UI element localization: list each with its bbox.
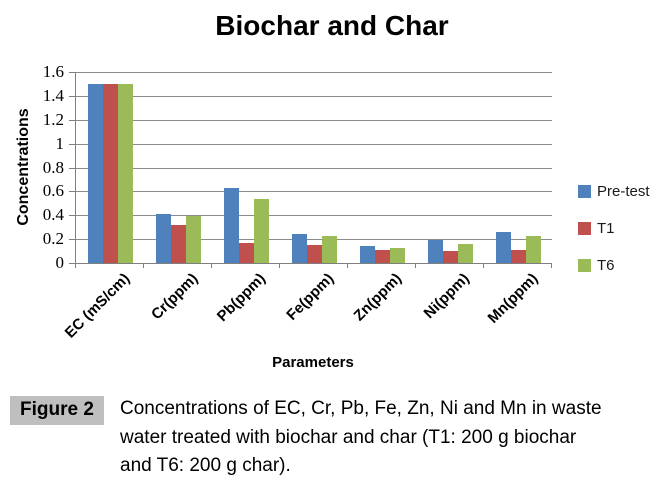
y-tick-mark xyxy=(69,167,76,169)
bar-t6-5 xyxy=(457,243,473,263)
legend-swatch-icon xyxy=(578,258,591,272)
x-tick-mark xyxy=(279,263,280,268)
y-tick-mark xyxy=(69,239,76,241)
bar-pre-test-3 xyxy=(291,234,307,263)
legend-item-pre-test: Pre-test xyxy=(578,182,650,200)
bar-pre-test-2 xyxy=(223,187,239,263)
bar-t1-2 xyxy=(238,242,254,263)
y-tick-mark xyxy=(69,215,76,217)
x-axis-title: Parameters xyxy=(272,354,354,371)
x-category-label: Ni(ppm) xyxy=(420,270,474,323)
bar-t1-5 xyxy=(442,251,458,263)
gridline xyxy=(76,95,552,97)
y-tick-mark xyxy=(69,191,76,193)
legend-label: Pre-test xyxy=(597,182,650,200)
x-tick-mark xyxy=(415,263,416,268)
bar-pre-test-4 xyxy=(359,246,375,263)
bar-t6-6 xyxy=(525,235,541,263)
gridline xyxy=(76,191,552,193)
y-tick-mark xyxy=(69,119,76,121)
x-category-label: Zn(ppm) xyxy=(350,270,406,325)
bar-t1-0 xyxy=(102,83,118,263)
bar-t1-1 xyxy=(170,224,186,263)
x-category-label: Cr(ppm) xyxy=(147,270,202,324)
legend-item-t1: T1 xyxy=(578,219,650,237)
x-category-label: EC (mS/cm) xyxy=(61,270,134,342)
figure-caption-line: water treated with biochar and char (T1:… xyxy=(120,426,577,448)
y-tick-label: 0.6 xyxy=(42,181,64,201)
bar-pre-test-5 xyxy=(427,240,443,263)
bar-t6-1 xyxy=(185,216,201,263)
bar-t6-4 xyxy=(389,247,405,263)
bar-t6-0 xyxy=(117,83,133,263)
y-tick-label: 1.2 xyxy=(42,109,64,129)
legend-swatch-icon xyxy=(578,221,591,235)
gridline xyxy=(76,72,552,73)
x-tick-mark xyxy=(483,263,484,268)
gridline xyxy=(76,239,552,241)
y-tick-label: 1.6 xyxy=(42,62,64,81)
figure-caption-line: and T6: 200 g char). xyxy=(120,455,291,476)
y-tick-label: 0.8 xyxy=(42,157,64,177)
y-tick-mark xyxy=(69,95,76,97)
bar-pre-test-0 xyxy=(87,83,103,263)
legend-swatch-icon xyxy=(578,184,591,198)
bar-pre-test-6 xyxy=(495,232,511,263)
bar-t1-3 xyxy=(306,245,322,263)
bar-t6-3 xyxy=(321,235,337,263)
y-tick-mark xyxy=(69,72,76,73)
gridline xyxy=(76,215,552,217)
legend-item-t6: T6 xyxy=(578,256,650,274)
y-tick-label: 0 xyxy=(55,253,65,272)
gridline xyxy=(76,119,552,121)
y-tick-label: 1 xyxy=(55,133,65,153)
x-tick-mark xyxy=(551,263,552,268)
chart-title: Biochar and Char xyxy=(215,10,449,41)
x-category-label: Mn(ppm) xyxy=(484,270,542,327)
x-category-label: Fe(ppm) xyxy=(283,270,338,324)
gridline xyxy=(76,143,552,145)
x-category-label: Pb(ppm) xyxy=(213,270,270,326)
gridline xyxy=(76,167,552,169)
plot-area xyxy=(75,72,552,264)
bar-pre-test-1 xyxy=(155,214,171,263)
chart-legend: Pre-test T1 T6 xyxy=(578,182,650,293)
legend-label: T6 xyxy=(597,256,615,274)
bar-t1-6 xyxy=(510,249,526,263)
figure-caption-text: Concentrations of EC, Cr, Pb, Fe, Zn, Ni… xyxy=(120,395,665,481)
x-tick-mark xyxy=(347,263,348,268)
y-tick-label: 0.4 xyxy=(42,205,64,225)
bar-t6-2 xyxy=(253,198,269,263)
y-tick-mark xyxy=(69,143,76,145)
y-tick-label: 0.2 xyxy=(42,229,64,249)
x-tick-mark xyxy=(143,263,144,268)
y-tick-mark xyxy=(69,263,76,264)
x-tick-mark xyxy=(75,263,76,268)
bar-t1-4 xyxy=(374,249,390,263)
figure-caption-line: Concentrations of EC, Cr, Pb, Fe, Zn, Ni… xyxy=(120,398,602,419)
figure-label: Figure 2 xyxy=(10,396,104,425)
x-tick-mark xyxy=(211,263,212,268)
y-tick-label: 1.4 xyxy=(42,85,64,105)
legend-label: T1 xyxy=(597,219,615,237)
